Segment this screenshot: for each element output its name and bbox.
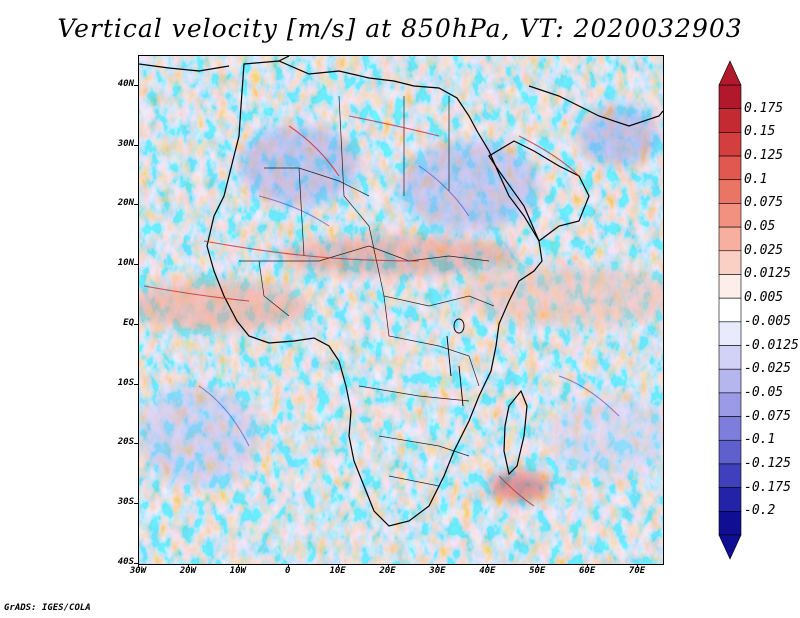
colorbar-segment bbox=[718, 487, 742, 512]
colorbar-segment bbox=[718, 439, 742, 465]
colorbar-label: 0.1 bbox=[744, 171, 768, 187]
colorbar-segment bbox=[718, 108, 742, 133]
colorbar-label: 0.005 bbox=[744, 290, 784, 306]
colorbar-segment bbox=[718, 250, 742, 275]
colorbar-min-arrow bbox=[718, 534, 742, 560]
colorbar-label: 0.05 bbox=[744, 219, 776, 235]
lon-label: 10E bbox=[329, 566, 346, 576]
colorbar-segment bbox=[718, 203, 742, 228]
lon-label: 60E bbox=[579, 566, 596, 576]
colorbar-label: 0.15 bbox=[744, 124, 776, 140]
lat-label: 20S bbox=[117, 437, 134, 448]
colorbar-segment bbox=[718, 416, 742, 441]
lat-tick bbox=[134, 443, 138, 445]
lat-tick bbox=[134, 264, 138, 266]
vertical-velocity-map bbox=[139, 56, 663, 564]
colorbar-segment bbox=[718, 179, 742, 204]
lon-tick bbox=[237, 564, 239, 568]
coastlines bbox=[139, 56, 663, 527]
lat-tick bbox=[134, 503, 138, 505]
lon-tick bbox=[637, 564, 639, 568]
lat-label: 40S bbox=[117, 557, 134, 567]
lat-label: 10N bbox=[117, 258, 134, 269]
lon-label: 70E bbox=[628, 566, 646, 576]
lat-tick bbox=[134, 563, 138, 564]
lon-label: 30E bbox=[429, 566, 446, 576]
colorbar-segment bbox=[718, 132, 742, 157]
colorbar-label: -0.025 bbox=[744, 361, 791, 377]
lon-tick bbox=[437, 564, 439, 568]
lon-tick bbox=[537, 564, 539, 568]
colorbar-label: 0.075 bbox=[744, 195, 784, 211]
lat-label: EQ bbox=[123, 317, 134, 328]
colorbar-max-arrow bbox=[718, 60, 742, 86]
colorbar-segment bbox=[718, 274, 742, 299]
lon-tick bbox=[337, 564, 339, 568]
colorbar-segment bbox=[718, 345, 742, 370]
lon-tick bbox=[138, 564, 139, 568]
lat-tick bbox=[134, 323, 138, 325]
colorbar-label: 0.025 bbox=[744, 242, 784, 258]
colorbar-label: -0.2 bbox=[744, 503, 776, 519]
colorbar-label: 0.175 bbox=[744, 100, 784, 116]
lon-tick bbox=[587, 564, 589, 568]
lat-label: 40N bbox=[117, 78, 134, 89]
colorbar-segment bbox=[718, 226, 742, 252]
lat-tick bbox=[134, 144, 138, 146]
lon-label: 30W bbox=[129, 566, 147, 576]
colorbar-segment bbox=[718, 155, 742, 181]
colorbar bbox=[718, 60, 742, 560]
lon-label: 10W bbox=[229, 566, 246, 576]
colorbar-label: -0.0125 bbox=[744, 337, 799, 353]
lat-tick bbox=[134, 204, 138, 206]
lat-label: 30S bbox=[117, 497, 134, 508]
lon-label: 0 bbox=[284, 566, 291, 576]
lat-label: 10S bbox=[117, 377, 134, 388]
lon-label: 40E bbox=[479, 566, 496, 576]
colorbar-label: -0.05 bbox=[744, 384, 784, 400]
colorbar-label: -0.005 bbox=[744, 313, 791, 329]
lon-tick bbox=[287, 564, 289, 568]
lat-label: 30N bbox=[117, 138, 134, 149]
lon-label: 20E bbox=[379, 566, 396, 576]
country-borders bbox=[239, 95, 495, 487]
plot-title: Vertical velocity [m/s] at 850hPa, VT: 2… bbox=[57, 14, 743, 43]
lat-tick bbox=[134, 84, 138, 86]
lakes bbox=[446, 318, 465, 407]
colorbar-label: 0.0125 bbox=[744, 266, 791, 282]
colorbar-label: -0.075 bbox=[744, 408, 791, 424]
colorbar-segment bbox=[718, 392, 742, 417]
colorbar-label: -0.125 bbox=[744, 455, 791, 471]
colorbar-label: 0.125 bbox=[744, 148, 784, 164]
lon-label: 20W bbox=[179, 566, 197, 576]
credit-text: GrADS: IGES/COLA bbox=[4, 603, 91, 613]
colorbar-segment bbox=[718, 297, 742, 323]
colorbar-segment bbox=[718, 84, 742, 109]
colorbar-label: -0.175 bbox=[744, 479, 791, 495]
colorbar-label: -0.1 bbox=[744, 432, 776, 448]
lon-tick bbox=[387, 564, 389, 568]
lat-tick bbox=[134, 383, 138, 385]
descent-streaks bbox=[198, 165, 620, 447]
colorbar-segment bbox=[718, 511, 742, 536]
lat-label: 20N bbox=[117, 198, 134, 209]
lon-label: 50E bbox=[529, 566, 546, 576]
lon-tick bbox=[487, 564, 489, 568]
colorbar-segment bbox=[718, 321, 742, 346]
map-panel bbox=[138, 55, 664, 565]
ascent-streaks bbox=[143, 115, 580, 507]
field-patterns bbox=[139, 106, 663, 501]
colorbar-segment bbox=[718, 463, 742, 488]
lon-tick bbox=[187, 564, 189, 568]
colorbar-segment bbox=[718, 368, 742, 394]
